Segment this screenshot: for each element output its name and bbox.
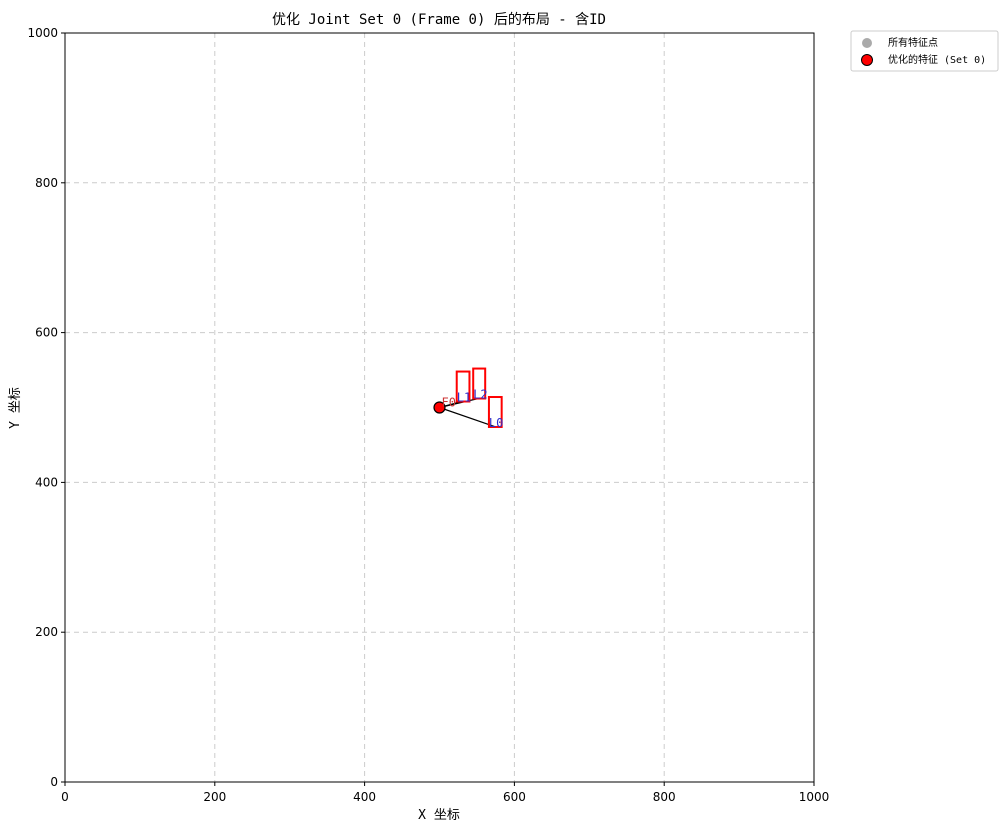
ticks: 0 200 400 600 800 1000 0 200 400 600 800 1000 <box>27 26 829 804</box>
y-axis-label: Y 坐标 <box>8 387 23 429</box>
x-tick-label: 1000 <box>799 790 830 804</box>
points <box>433 401 446 414</box>
y-tick-label: 600 <box>35 326 58 340</box>
feature-point <box>433 401 446 414</box>
feature-rect-l0 <box>487 396 503 428</box>
rect-id-label: L2 <box>473 388 487 402</box>
x-tick-label: 200 <box>203 790 226 804</box>
x-axis-label: X 坐标 <box>418 808 460 823</box>
link-line <box>439 397 479 409</box>
feature-rect-l2 <box>472 367 487 400</box>
x-tick-label: 600 <box>503 790 526 804</box>
rect-id-label: L1 <box>457 391 471 405</box>
legend-marker-optimized <box>861 54 873 66</box>
y-tick-label: 0 <box>50 775 58 789</box>
legend: 所有特征点 优化的特征 (Set 0) <box>850 30 999 72</box>
legend-marker-all-features <box>862 38 872 48</box>
plot-frame <box>64 32 815 783</box>
y-tick-label: 800 <box>35 176 58 190</box>
y-tick-label: 400 <box>35 475 58 489</box>
rectangles <box>455 367 503 428</box>
y-tick-label: 200 <box>35 625 58 639</box>
grid <box>65 33 814 782</box>
y-tick-label: 1000 <box>27 26 58 40</box>
legend-label-optimized: 优化的特征 (Set 0) <box>888 53 986 66</box>
chart-title: 优化 Joint Set 0 (Frame 0) 后的布局 - 含ID <box>272 12 606 28</box>
x-tick-label: 400 <box>353 790 376 804</box>
point-id-label: F0 <box>442 396 456 410</box>
x-tick-label: 800 <box>653 790 676 804</box>
legend-frame <box>850 30 999 72</box>
link-line <box>439 406 496 428</box>
x-tick-label: 0 <box>61 790 69 804</box>
rect-id-label: L0 <box>489 416 503 430</box>
legend-label-all-features: 所有特征点 <box>888 36 938 49</box>
feature-rect-l1 <box>455 370 471 403</box>
